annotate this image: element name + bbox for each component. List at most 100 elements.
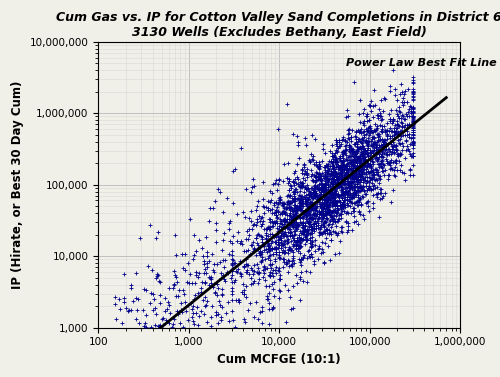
Point (266, 245, 274, 251)
Point (344, 171, 352, 177)
Point (286, 246, 294, 252)
Point (359, 129, 367, 135)
Point (350, 164, 358, 170)
Point (346, 157, 354, 163)
Text: Power Law Best Fit Line: Power Law Best Fit Line (346, 58, 497, 69)
Point (292, 224, 300, 230)
Point (352, 192, 360, 198)
Point (401, 155, 409, 161)
Point (311, 192, 319, 198)
Point (313, 185, 321, 192)
Point (366, 128, 374, 134)
Point (256, 258, 264, 264)
Point (389, 187, 397, 193)
Point (356, 163, 364, 169)
Point (246, 265, 254, 271)
Point (377, 186, 385, 192)
Point (350, 175, 358, 181)
Point (310, 193, 318, 199)
Point (338, 168, 346, 174)
Point (326, 207, 334, 213)
Point (328, 150, 336, 156)
Point (359, 148, 367, 154)
Point (166, 320, 173, 326)
Point (316, 159, 324, 166)
Point (296, 202, 304, 208)
Point (352, 153, 360, 159)
Point (258, 320, 266, 326)
Point (338, 230, 346, 236)
Point (409, 143, 417, 149)
Point (302, 228, 310, 234)
Point (363, 150, 371, 156)
Point (376, 137, 384, 143)
Point (342, 184, 349, 190)
Point (409, 110, 417, 116)
Point (383, 127, 391, 133)
Point (358, 135, 366, 141)
Point (327, 192, 335, 198)
Point (240, 316, 248, 322)
Point (340, 143, 348, 149)
Point (354, 198, 362, 204)
Point (312, 204, 320, 210)
Point (294, 155, 302, 161)
Point (219, 257, 227, 263)
Point (248, 267, 256, 273)
Point (301, 241, 309, 247)
Point (290, 218, 298, 224)
Point (278, 200, 285, 206)
Point (335, 143, 343, 149)
Point (218, 303, 226, 310)
Point (272, 239, 280, 245)
Point (305, 192, 313, 198)
Point (230, 260, 238, 266)
Point (268, 231, 276, 237)
Point (258, 215, 266, 221)
Point (305, 206, 313, 212)
Point (365, 102, 373, 108)
Point (173, 279, 181, 285)
Point (268, 238, 276, 244)
Point (210, 290, 218, 296)
Point (250, 239, 258, 245)
Point (372, 151, 380, 157)
Point (142, 287, 150, 293)
Point (268, 223, 276, 229)
Point (358, 164, 366, 170)
Point (312, 176, 320, 182)
Point (358, 143, 366, 149)
Point (192, 310, 200, 316)
Point (344, 172, 351, 178)
Point (378, 164, 386, 170)
Point (316, 191, 324, 197)
Point (346, 184, 354, 190)
Point (367, 175, 375, 181)
Point (219, 237, 227, 243)
Point (346, 153, 354, 159)
Point (174, 308, 182, 314)
Point (240, 291, 248, 297)
Point (328, 181, 336, 187)
Point (293, 203, 301, 209)
Point (366, 123, 374, 129)
Point (308, 204, 316, 210)
Point (322, 211, 330, 217)
Point (302, 201, 310, 207)
Point (307, 216, 315, 222)
Point (364, 128, 372, 134)
Point (328, 175, 336, 181)
Point (324, 168, 332, 174)
Point (146, 300, 154, 306)
Point (314, 209, 322, 215)
Point (264, 242, 272, 248)
Point (317, 176, 325, 182)
Point (306, 199, 314, 205)
Point (382, 190, 390, 196)
Point (340, 162, 348, 169)
Point (314, 222, 322, 228)
Point (346, 196, 354, 202)
Point (362, 137, 370, 143)
Point (304, 248, 312, 254)
Point (322, 209, 330, 215)
